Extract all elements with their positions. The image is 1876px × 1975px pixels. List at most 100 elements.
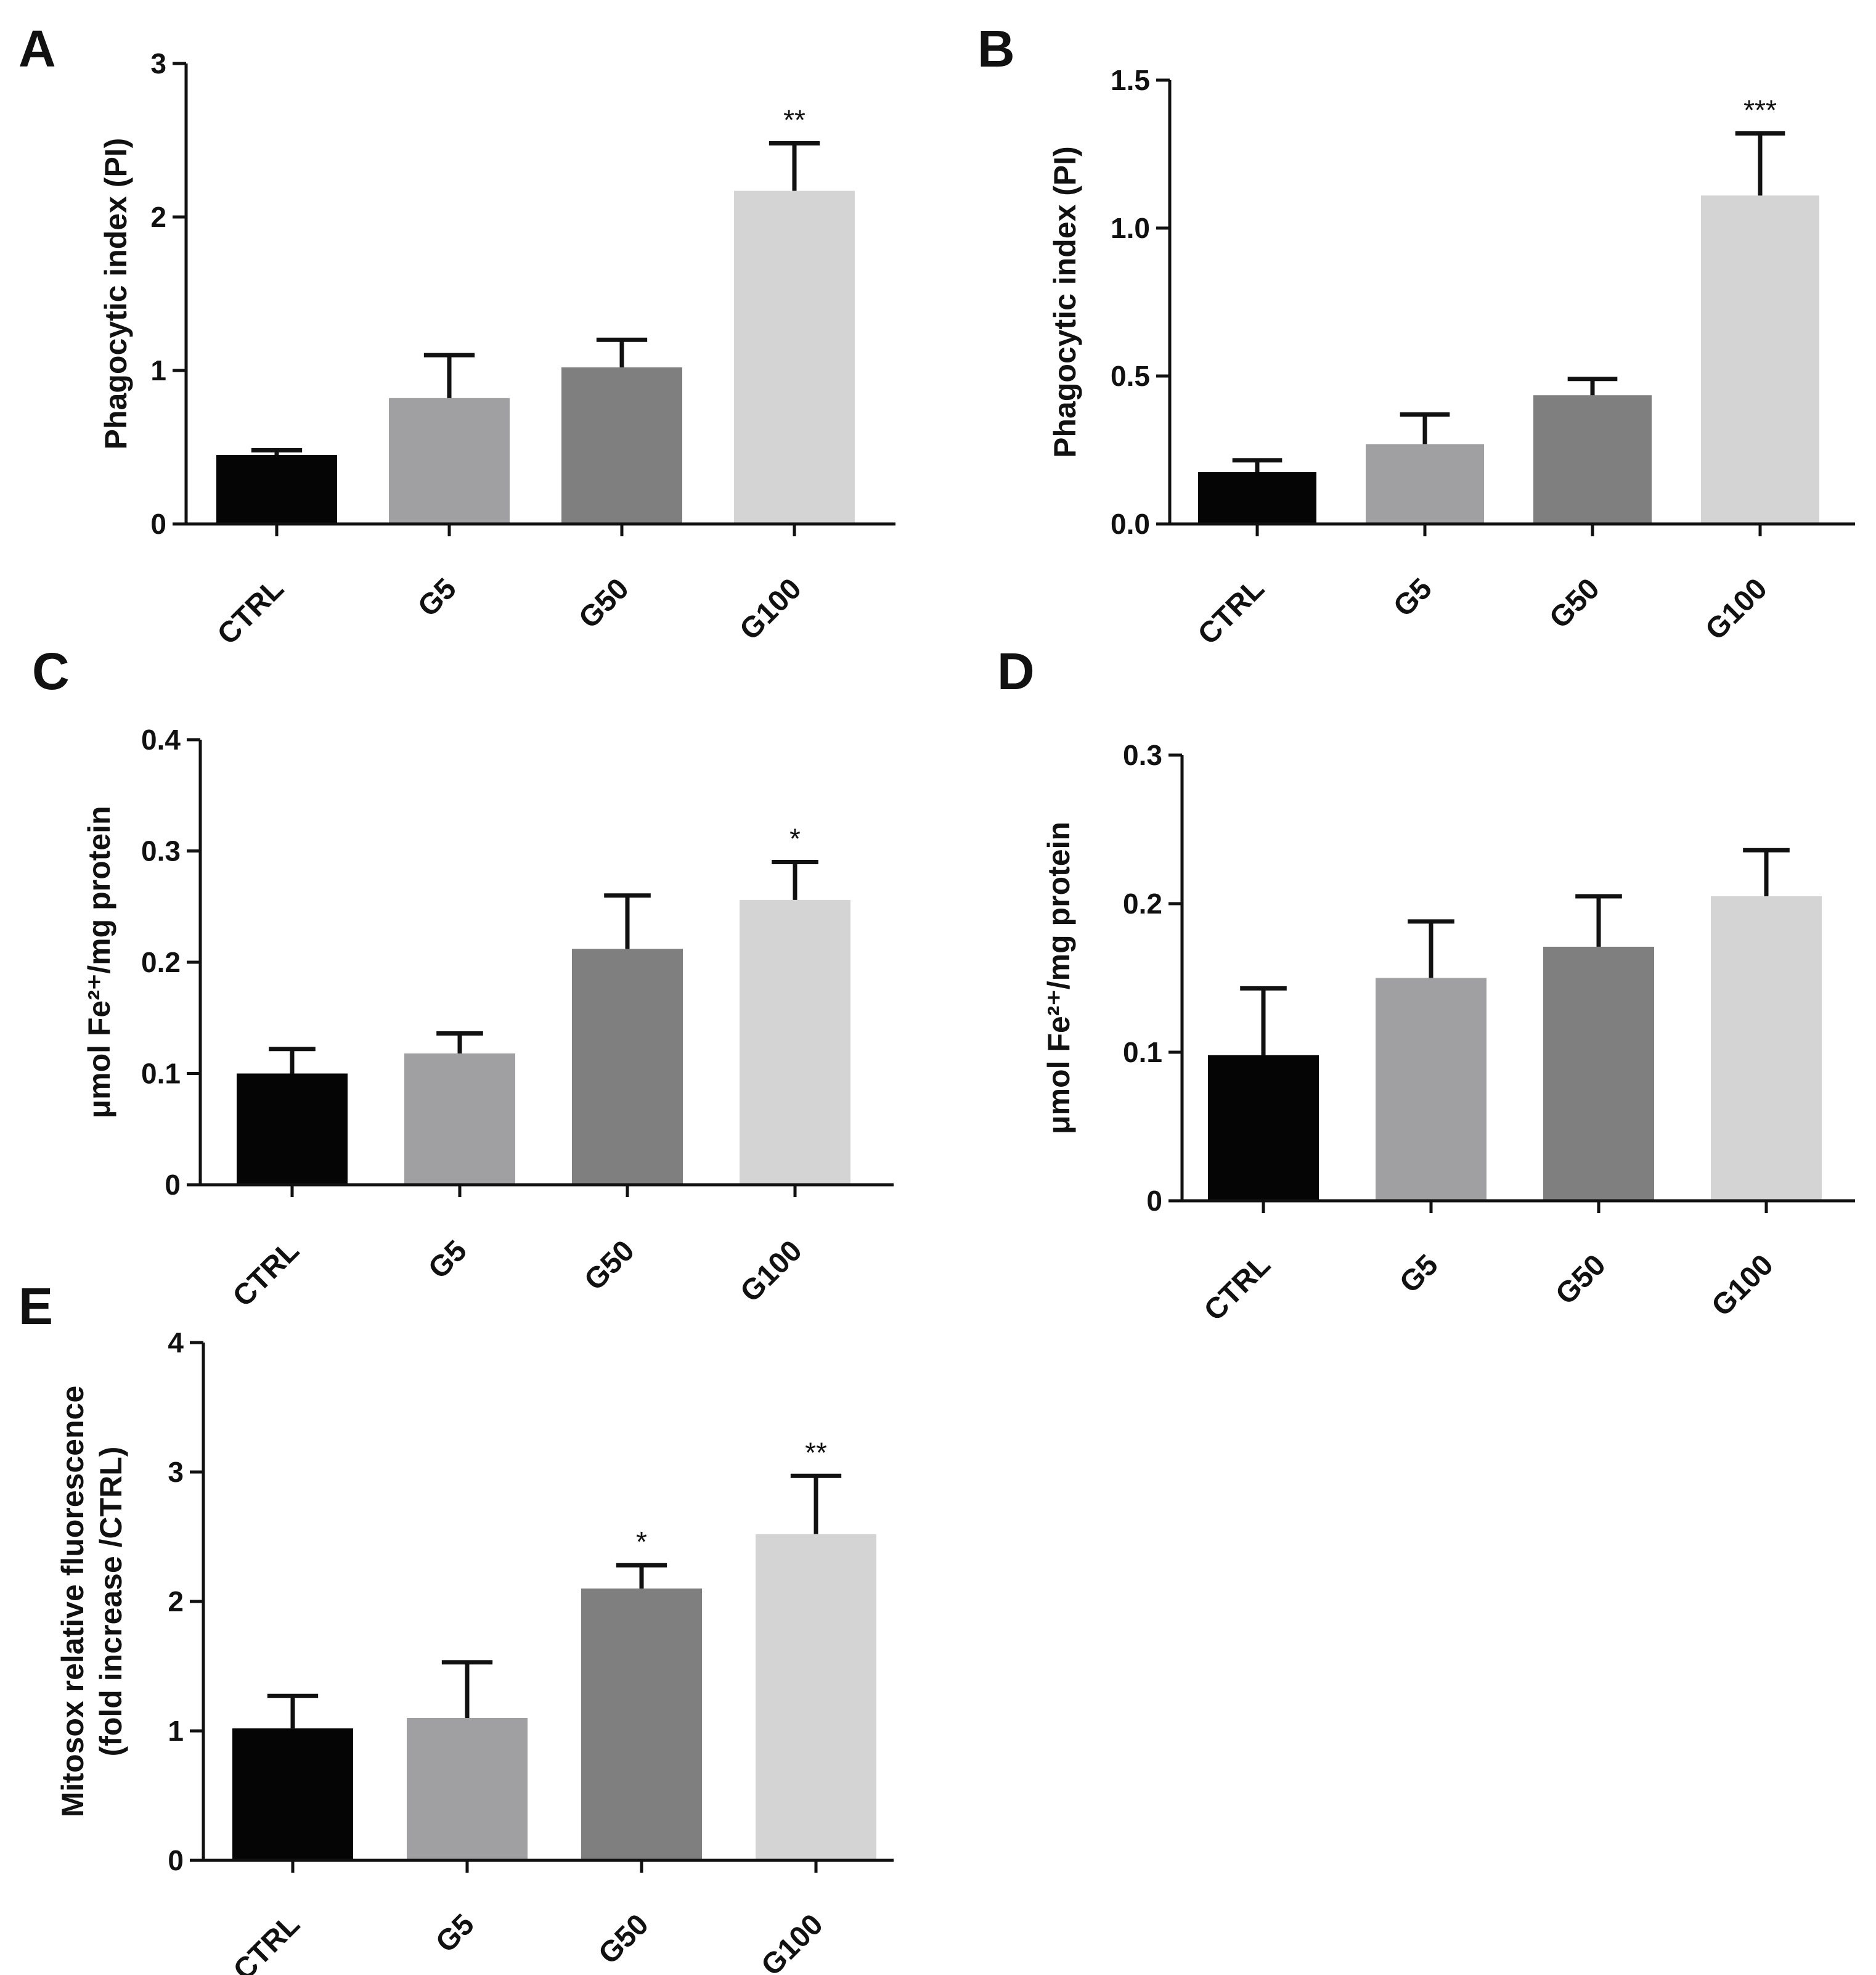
error-bar-g50: [1575, 894, 1622, 947]
x-tick-label: G5: [1393, 1248, 1445, 1299]
panel-b: B CTRL G5 G50 *** G100 0.0 0.5 1.0 1.5 Phagocytic …: [977, 20, 1855, 651]
y-axis-title: μmol Fe²⁺/mg protein: [1042, 822, 1076, 1134]
significance-label: *: [636, 1526, 647, 1558]
panel-c: C CTRL G5 G50 * G100 0 0.1 0.2 0.3 0.4 μmol Fe²⁺/mg…: [32, 642, 894, 1313]
bar-g100: [740, 899, 850, 1185]
bar-g50: [1543, 946, 1654, 1201]
bar-g100: [1711, 896, 1822, 1201]
y-tick-label: 4: [168, 1327, 184, 1359]
error-bar-ctrl: [269, 1047, 316, 1074]
panel-e: E CTRL G5 * G50 ** G100 0 1 2 3 4 Mitosox relative f…: [18, 1277, 894, 1975]
y-tick-label: 0.1: [141, 1058, 181, 1090]
x-tick-label: G100: [734, 1234, 809, 1309]
y-tick-label: 0.2: [1123, 888, 1162, 920]
x-tick-label: G5: [412, 572, 463, 623]
x-tick-label: G100: [1705, 1248, 1780, 1323]
error-bar-g5: [436, 1031, 483, 1054]
panel-d: D CTRL G5 G50 G100 0 0.1 0.2 0.3 μmol Fe²⁺/mg pro…: [997, 642, 1855, 1327]
panel-letter: D: [997, 642, 1035, 700]
bar-g5: [1376, 978, 1487, 1201]
error-bar-ctrl: [251, 448, 303, 455]
bar-g50: [1533, 395, 1652, 524]
panel-letter: B: [977, 20, 1015, 78]
y-tick-label: 0.3: [141, 835, 181, 867]
error-bar-g100: [1735, 131, 1785, 196]
error-bar-g100: [790, 1473, 842, 1534]
x-tick-label: G100: [733, 572, 808, 647]
bar-g50: [581, 1589, 702, 1860]
error-bar-g5: [1408, 919, 1454, 978]
y-tick-label: 2: [168, 1585, 184, 1617]
bar-g50: [572, 949, 683, 1185]
y-tick-label: 0: [168, 1844, 184, 1876]
panel-letter: A: [18, 20, 56, 78]
x-tick-label: G5: [430, 1908, 481, 1959]
x-tick-label: G50: [573, 572, 635, 635]
y-tick-label: 0.3: [1123, 739, 1162, 771]
y-tick-label: 3: [168, 1456, 184, 1488]
bar-g5: [389, 398, 510, 524]
error-bar-ctrl: [1240, 986, 1287, 1055]
x-tick-label: G50: [1543, 572, 1606, 635]
x-tick-label: G100: [1699, 572, 1774, 647]
x-tick-label: CTRL: [227, 1908, 306, 1975]
y-tick-label: 0.2: [141, 946, 181, 978]
significance-label: **: [783, 104, 805, 136]
x-tick-label: G5: [1387, 572, 1438, 623]
bar-g100: [734, 190, 855, 524]
y-axis-title: Mitosox relative fluorescence: [55, 1386, 90, 1817]
bar-ctrl: [237, 1073, 348, 1185]
error-bar-g50: [604, 893, 651, 949]
x-tick-label: CTRL: [1198, 1248, 1277, 1327]
error-bar-g100: [769, 141, 820, 191]
significance-label: *: [789, 823, 801, 855]
y-tick-label: 3: [150, 47, 166, 80]
error-bar-ctrl: [1232, 458, 1283, 472]
y-tick-label: 2: [150, 201, 166, 233]
y-tick-label: 1: [168, 1715, 184, 1747]
y-tick-label: 0.5: [1111, 360, 1150, 392]
bar-g100: [756, 1534, 876, 1860]
x-tick-label: G50: [578, 1234, 641, 1297]
error-bar-ctrl: [267, 1693, 319, 1728]
x-tick-label: G50: [592, 1908, 655, 1971]
y-tick-label: 0.0: [1111, 508, 1150, 540]
y-tick-label: 1.5: [1111, 64, 1150, 96]
bar-g50: [561, 367, 682, 524]
y-axis-title: μmol Fe²⁺/mg protein: [82, 806, 116, 1119]
y-axis-title-line2: (fold increase /CTRL): [94, 1447, 128, 1757]
bar-g100: [1701, 195, 1819, 524]
error-bar-g50: [596, 337, 648, 368]
bar-ctrl: [232, 1728, 353, 1860]
bar-ctrl: [216, 454, 337, 524]
bar-ctrl: [1198, 472, 1316, 524]
panel-a: A CTRL G5 G50 ** G100 0 1 2 3 Phagocytic index (PI…: [18, 20, 895, 651]
bar-g5: [404, 1053, 515, 1185]
x-tick-label: G5: [422, 1234, 473, 1285]
y-tick-label: 0: [165, 1169, 181, 1201]
error-bar-g5: [441, 1660, 493, 1718]
bar-ctrl: [1208, 1055, 1319, 1201]
x-tick-label: G50: [1549, 1248, 1612, 1311]
x-tick-label: G100: [755, 1908, 830, 1975]
y-tick-label: 0.4: [141, 724, 181, 756]
y-tick-label: 1.0: [1111, 212, 1150, 244]
error-bar-g5: [1400, 412, 1450, 444]
bar-g5: [407, 1718, 528, 1860]
y-tick-label: 0: [1146, 1185, 1162, 1217]
x-tick-label: CTRL: [1192, 572, 1271, 651]
panel-letter: C: [32, 642, 70, 700]
y-tick-label: 0: [150, 508, 166, 540]
y-axis-title: Phagocytic index (PI): [99, 138, 133, 450]
error-bar-g100: [1743, 848, 1790, 896]
significance-label: ***: [1743, 94, 1777, 126]
x-tick-label: CTRL: [211, 572, 290, 651]
error-bar-g5: [423, 353, 475, 398]
bar-g5: [1366, 444, 1484, 524]
error-bar-g100: [772, 860, 818, 900]
panel-letter: E: [18, 1277, 53, 1335]
y-axis-title: Phagocytic index (PI): [1048, 146, 1082, 458]
error-bar-g50: [616, 1563, 667, 1589]
significance-label: **: [805, 1436, 827, 1468]
